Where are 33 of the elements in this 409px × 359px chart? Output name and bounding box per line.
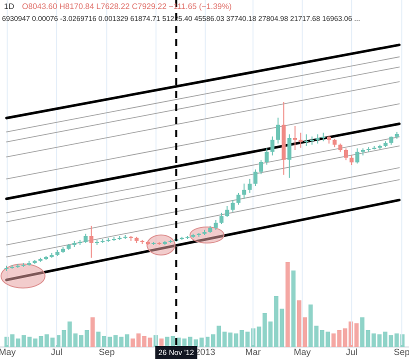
candlestick — [230, 200, 235, 212]
candlestick — [304, 134, 308, 146]
candlestick — [214, 219, 218, 230]
x-tick-label: Mar — [245, 347, 261, 357]
candlestick — [264, 148, 269, 166]
candlestick — [89, 225, 94, 258]
candlestick — [350, 154, 354, 166]
candlestick — [219, 212, 224, 225]
bar — [286, 262, 290, 347]
bar — [90, 317, 95, 347]
candlestick — [248, 178, 252, 194]
candlestick — [355, 148, 360, 164]
candlestick — [344, 148, 348, 161]
candlestick — [293, 126, 298, 150]
candlestick — [225, 205, 230, 218]
x-tick-label: Sep — [394, 347, 409, 357]
candlestick — [316, 134, 320, 144]
candlestick — [253, 168, 258, 186]
candlestick — [84, 233, 88, 244]
candlestick — [276, 117, 280, 144]
candlestick — [287, 134, 292, 178]
x-tick-label: Jul — [346, 347, 358, 357]
text: 1D — [4, 2, 14, 11]
x-tick-label: May — [294, 347, 312, 357]
x-tick-label: Sep — [98, 347, 115, 357]
candlestick — [270, 136, 274, 156]
candlestick — [236, 192, 240, 206]
x-tick-label: Jul — [50, 347, 62, 357]
bar — [291, 270, 296, 347]
text: O8043.60 H8170.84 L7628.22 C7929.22 −111.65 (−1.39%) — [22, 2, 232, 11]
candlestick — [242, 183, 246, 200]
candlestick — [259, 160, 264, 175]
candlestick — [298, 132, 303, 148]
